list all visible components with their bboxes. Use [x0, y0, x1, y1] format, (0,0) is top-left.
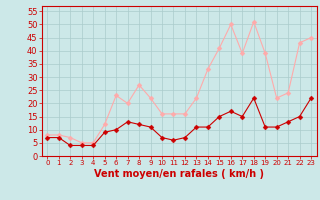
- X-axis label: Vent moyen/en rafales ( km/h ): Vent moyen/en rafales ( km/h ): [94, 169, 264, 179]
